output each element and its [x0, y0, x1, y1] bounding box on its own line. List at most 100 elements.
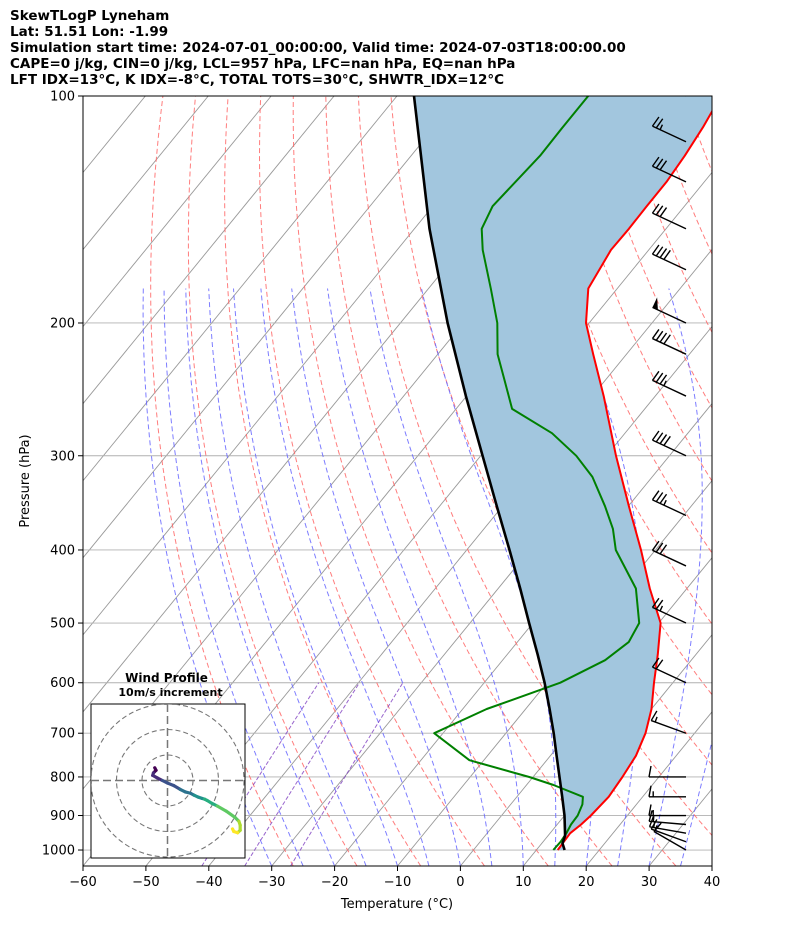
moist-adiabat-line: [744, 289, 794, 867]
wind-barb-staff: [652, 337, 687, 355]
moist-adiabat-line: [485, 288, 595, 866]
wind-barb-flag: [648, 804, 652, 816]
wind-barb-flag: [652, 71, 658, 80]
isotherm-line: [83, 96, 335, 405]
isotherm-line: [0, 96, 82, 866]
y-tick-label: 800: [50, 770, 75, 785]
wind-barb-staff: [652, 606, 687, 624]
wind-barb-half-flag: [659, 124, 664, 130]
hodograph-subtitle: 10m/s increment: [118, 686, 222, 699]
isotherm-line: [83, 96, 524, 636]
moist-adiabat-line: [260, 288, 430, 866]
moist-adiabat-line: [648, 288, 703, 866]
wind-barb-flag: [651, 657, 660, 668]
wind-barb: [651, 597, 687, 624]
wind-barb-flag: [651, 540, 660, 551]
isotherm-line: [83, 96, 461, 559]
wind-barb-staff: [649, 826, 687, 834]
isotherm-line: [83, 96, 209, 251]
wind-barb-flag: [650, 710, 658, 721]
dry-adiabat-line: [717, 96, 794, 866]
indices-line-1: CAPE=0 j/kg, CIN=0 j/kg, LCL=957 hPa, LF…: [10, 56, 516, 72]
x-tick-label: −20: [321, 875, 348, 890]
times-line: Simulation start time: 2024-07-01_00:00:…: [10, 40, 626, 56]
y-tick-label: 700: [50, 727, 75, 742]
wind-barb-staff: [650, 828, 687, 843]
wind-barb-half-flag: [659, 605, 664, 612]
wind-barb-staff: [652, 125, 687, 143]
dry-adiabat-line: [150, 96, 294, 866]
wind-barb-flag: [655, 330, 664, 341]
wind-barb-flag: [655, 599, 664, 610]
wind-barb: [648, 765, 686, 778]
wind-barb: [651, 430, 687, 457]
wind-barb-half-flag: [653, 821, 656, 828]
wind-barb: [651, 329, 687, 355]
isotherm-line: [145, 171, 712, 866]
x-tick-label: 0: [456, 875, 464, 890]
wind-barb-staff: [650, 719, 687, 734]
wind-barb-flag: [659, 434, 668, 445]
dry-adiabat-line: [187, 96, 358, 866]
x-tick-label: 10: [515, 875, 532, 890]
wind-barb-flag: [655, 432, 664, 443]
x-axis-label: Temperature (°C): [340, 897, 453, 912]
wind-barb-flag: [663, 435, 671, 446]
wind-barb-flag: [655, 542, 664, 553]
hodograph-segment: [224, 809, 237, 820]
dewpoint-line: [433, 96, 641, 851]
plot-area: [0, 71, 794, 867]
wind-barb-flag: [656, 73, 662, 82]
dry-adiabat-line: [651, 96, 712, 256]
wind-barb-staff: [652, 165, 687, 183]
axes: −60 −50 −40 −30 −20 −10 0 10 20 30 40 100 200 300 400 5…: [42, 90, 720, 891]
wind-barb: [650, 710, 687, 734]
wind-barb-flag: [651, 370, 660, 381]
moist-adiabat-line: [185, 288, 336, 866]
y-tick-label: 300: [50, 449, 75, 464]
moist-adiabat-line: [163, 288, 304, 866]
dry-adiabat-line: [258, 96, 485, 866]
wind-barb: [651, 657, 687, 684]
moist-adiabat-line: [369, 288, 524, 866]
moist-adiabat-line: [711, 864, 712, 866]
wind-barb: [651, 540, 687, 567]
dry-adiabat-line: [224, 96, 422, 866]
isotherm-line: [775, 96, 794, 866]
wind-barb-flag: [655, 492, 664, 503]
moist-adiabat-line: [291, 288, 461, 866]
y-tick-label: 1000: [42, 844, 75, 859]
moist-adiabat-line: [142, 288, 273, 866]
wind-barb-staff: [684, 96, 686, 97]
wind-barb-staff: [652, 306, 687, 324]
wind-barb: [648, 804, 686, 817]
x-tick-label: −50: [132, 875, 159, 890]
wind-barb: [651, 203, 687, 230]
hodograph-plot: [91, 704, 245, 858]
wind-barb-staff: [652, 666, 687, 684]
wind-barb-flag: [655, 246, 664, 257]
wind-barb-flag: [659, 493, 668, 504]
wind-barb-flag: [659, 544, 668, 555]
wind-barb-staff: [652, 212, 687, 230]
wind-barb-flag: [651, 329, 660, 339]
y-tick-label: 600: [50, 676, 75, 691]
x-tick-label: −60: [69, 875, 96, 890]
wind-barb: [652, 297, 687, 324]
wind-barb-half-flag: [654, 716, 658, 723]
chart-title: SkewTLogP Lyneham: [10, 8, 170, 24]
wind-barbs: [648, 71, 687, 851]
parcel-line: [412, 96, 567, 851]
moist-adiabat-line: [233, 288, 398, 866]
wind-barb: [651, 156, 687, 183]
y-tick-label: 100: [50, 90, 75, 105]
wind-barb-pennant: [652, 297, 658, 310]
wind-barb: [651, 490, 687, 517]
x-tick-label: 20: [578, 875, 595, 890]
hodograph-ring: [91, 704, 245, 858]
temperature-line: [556, 109, 712, 851]
wind-barb-staff: [652, 253, 687, 271]
wind-barb-flag: [651, 116, 660, 127]
